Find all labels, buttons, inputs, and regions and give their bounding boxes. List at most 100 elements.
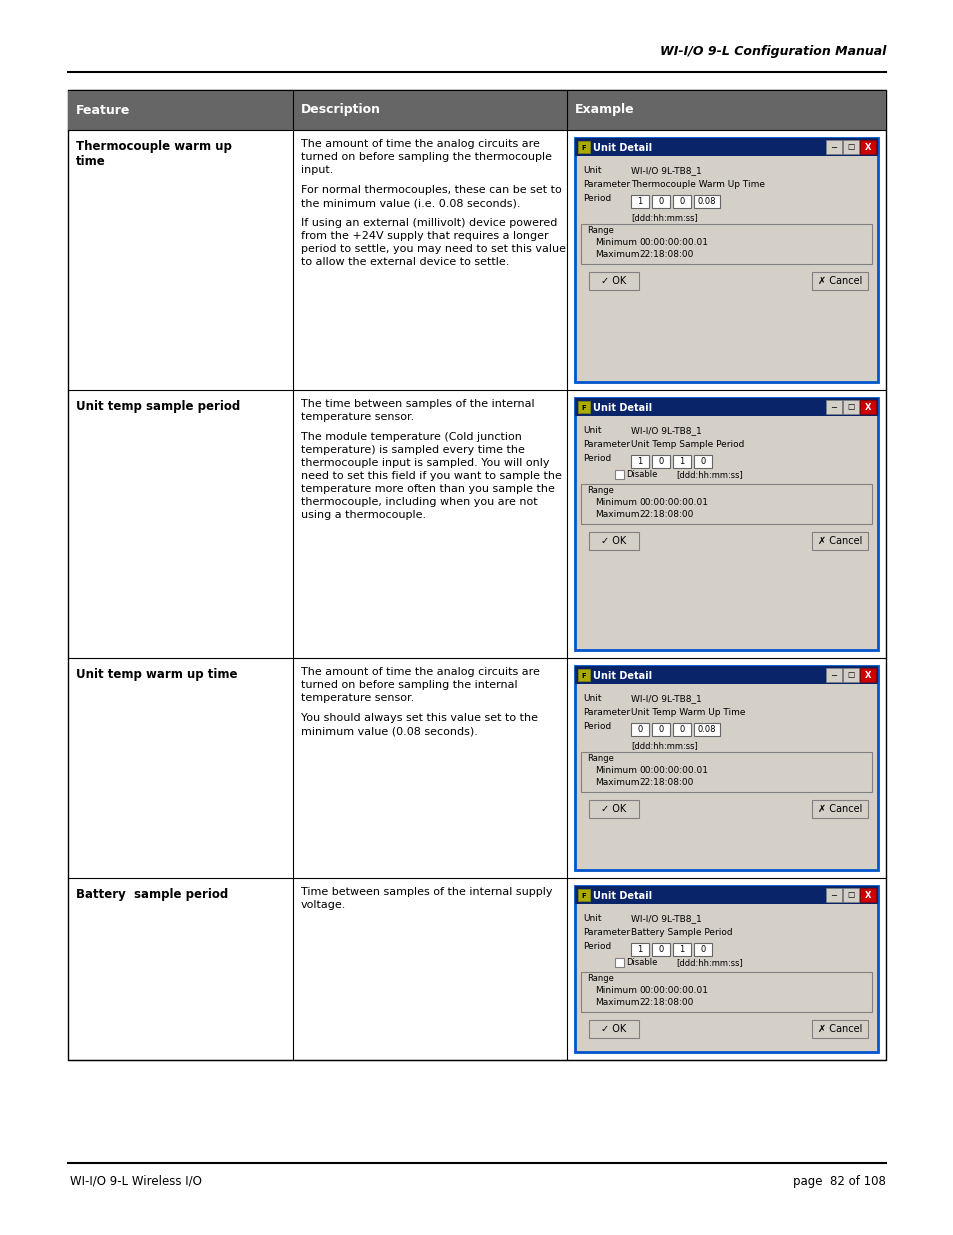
Text: Period: Period <box>582 454 611 463</box>
Text: The amount of time the analog circuits are: The amount of time the analog circuits a… <box>301 140 539 149</box>
Text: ✓ OK: ✓ OK <box>600 804 626 814</box>
Text: 0.08: 0.08 <box>697 725 716 734</box>
Text: The time between samples of the internal: The time between samples of the internal <box>301 399 534 409</box>
Text: ✓ OK: ✓ OK <box>600 275 626 287</box>
Text: Unit: Unit <box>582 426 601 435</box>
Text: WI-I/O 9-L Wireless I/O: WI-I/O 9-L Wireless I/O <box>70 1174 202 1188</box>
Text: input.: input. <box>301 165 333 175</box>
Bar <box>580 484 871 524</box>
Text: Feature: Feature <box>76 104 131 116</box>
Text: [ddd:hh:mm:ss]: [ddd:hh:mm:ss] <box>630 741 697 751</box>
Text: Minimum: Minimum <box>595 986 637 995</box>
Text: ─: ─ <box>831 403 836 411</box>
Text: F: F <box>581 893 586 899</box>
Text: You should always set this value set to the: You should always set this value set to … <box>301 713 537 722</box>
Text: Unit: Unit <box>582 165 601 175</box>
Text: ─: ─ <box>831 671 836 679</box>
Text: Minimum: Minimum <box>595 498 637 508</box>
Bar <box>575 138 877 382</box>
Text: Maximum: Maximum <box>595 249 639 259</box>
Text: X: X <box>863 403 870 411</box>
Bar <box>859 668 875 682</box>
Text: The module temperature (Cold junction: The module temperature (Cold junction <box>301 432 521 442</box>
Text: 0: 0 <box>658 945 663 953</box>
Text: ✓ OK: ✓ OK <box>600 1024 626 1034</box>
Text: 0: 0 <box>679 725 684 734</box>
Bar <box>580 972 871 1011</box>
Text: F: F <box>581 144 586 151</box>
Bar <box>825 400 841 414</box>
Text: □: □ <box>846 142 854 152</box>
Text: Description: Description <box>301 104 380 116</box>
Bar <box>588 532 639 550</box>
Text: F: F <box>581 673 586 679</box>
Bar <box>672 454 690 468</box>
Bar <box>630 195 648 207</box>
Text: [ddd:hh:mm:ss]: [ddd:hh:mm:ss] <box>676 958 742 967</box>
Text: thermocouple input is sampled. You will only: thermocouple input is sampled. You will … <box>301 458 549 468</box>
Text: □: □ <box>846 890 854 899</box>
Text: Example: Example <box>575 104 634 116</box>
Text: Unit: Unit <box>582 694 601 703</box>
Text: turned on before sampling the thermocouple: turned on before sampling the thermocoup… <box>301 152 552 162</box>
Text: Range: Range <box>586 974 613 983</box>
Bar <box>672 944 690 956</box>
Text: from the +24V supply that requires a longer: from the +24V supply that requires a lon… <box>301 231 548 241</box>
Bar <box>578 141 589 153</box>
Bar <box>580 752 871 792</box>
Bar <box>580 224 871 264</box>
Bar <box>651 944 669 956</box>
Text: temperature sensor.: temperature sensor. <box>301 412 414 422</box>
Text: Disable: Disable <box>625 471 657 479</box>
Text: 1: 1 <box>679 945 684 953</box>
Text: 1: 1 <box>637 198 642 206</box>
Bar <box>672 195 690 207</box>
Bar <box>575 666 877 684</box>
Bar <box>825 668 841 682</box>
Text: WI-I/O 9L-TB8_1: WI-I/O 9L-TB8_1 <box>630 426 701 435</box>
Text: WI-I/O 9-L Configuration Manual: WI-I/O 9-L Configuration Manual <box>659 44 885 58</box>
Bar <box>859 140 875 154</box>
Text: WI-I/O 9L-TB8_1: WI-I/O 9L-TB8_1 <box>630 914 701 923</box>
Text: Unit Detail: Unit Detail <box>593 403 652 412</box>
Text: Unit temp sample period: Unit temp sample period <box>76 400 240 412</box>
Text: Unit Detail: Unit Detail <box>593 890 652 902</box>
Text: Time between samples of the internal supply: Time between samples of the internal sup… <box>301 887 552 897</box>
Bar <box>811 800 867 818</box>
Text: Minimum: Minimum <box>595 238 637 247</box>
Bar <box>575 666 877 869</box>
Bar <box>615 471 623 479</box>
Text: page  82 of 108: page 82 of 108 <box>792 1174 885 1188</box>
Text: Unit: Unit <box>582 914 601 923</box>
Text: Parameter: Parameter <box>582 440 630 450</box>
Bar <box>630 722 648 736</box>
Text: 0: 0 <box>658 198 663 206</box>
Text: Maximum: Maximum <box>595 510 639 519</box>
Bar <box>630 944 648 956</box>
Bar <box>672 722 690 736</box>
Text: 22:18:08:00: 22:18:08:00 <box>639 249 693 259</box>
Text: Parameter: Parameter <box>582 180 630 189</box>
Text: For normal thermocouples, these can be set to: For normal thermocouples, these can be s… <box>301 185 561 195</box>
Text: the minimum value (i.e. 0.08 seconds).: the minimum value (i.e. 0.08 seconds). <box>301 198 520 207</box>
Text: ✓ OK: ✓ OK <box>600 536 626 546</box>
Text: 0: 0 <box>700 457 705 466</box>
Text: X: X <box>863 890 870 899</box>
Text: Unit Temp Warm Up Time: Unit Temp Warm Up Time <box>630 708 744 718</box>
Bar <box>859 888 875 902</box>
Bar <box>575 885 877 904</box>
Bar <box>811 272 867 290</box>
Text: The amount of time the analog circuits are: The amount of time the analog circuits a… <box>301 667 539 677</box>
Text: ✗ Cancel: ✗ Cancel <box>817 536 862 546</box>
Text: Unit Temp Sample Period: Unit Temp Sample Period <box>630 440 743 450</box>
Bar <box>575 138 877 156</box>
Text: 00:00:00:00.01: 00:00:00:00.01 <box>639 498 707 508</box>
Text: □: □ <box>846 671 854 679</box>
Text: ✗ Cancel: ✗ Cancel <box>817 1024 862 1034</box>
Text: X: X <box>863 671 870 679</box>
Text: ✗ Cancel: ✗ Cancel <box>817 804 862 814</box>
Text: 22:18:08:00: 22:18:08:00 <box>639 510 693 519</box>
Bar <box>651 195 669 207</box>
Text: WI-I/O 9L-TB8_1: WI-I/O 9L-TB8_1 <box>630 694 701 703</box>
Bar <box>651 722 669 736</box>
